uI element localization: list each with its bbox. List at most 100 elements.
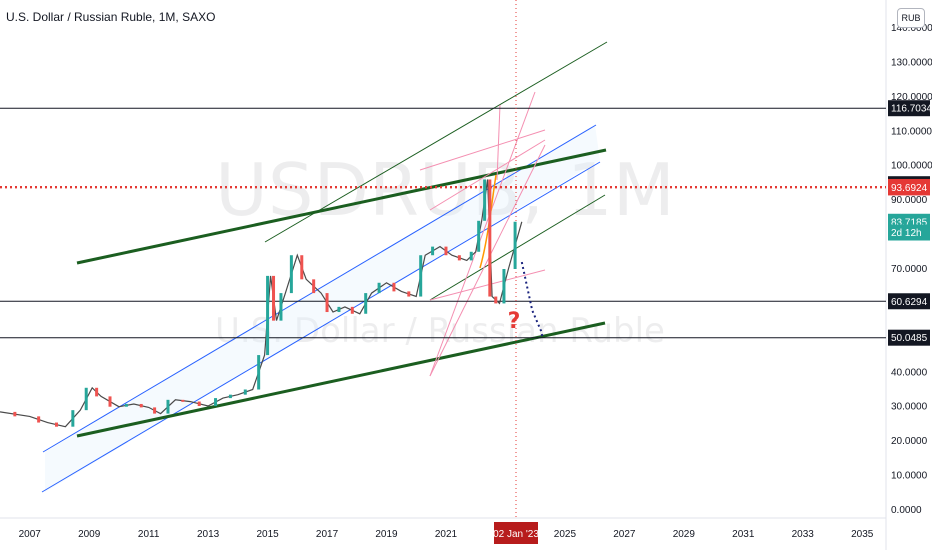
resistance-trendline (76, 148, 607, 265)
candle (325, 293, 329, 313)
candle (364, 293, 368, 314)
candle (289, 255, 293, 294)
candle (153, 407, 157, 414)
price-label-box (888, 224, 930, 241)
candle (71, 410, 75, 427)
candle (197, 401, 201, 407)
y-tick-label: 0.0000 (891, 505, 922, 516)
y-tick-label: 30.0000 (891, 402, 928, 413)
candle (457, 255, 461, 261)
support-trendline (76, 321, 606, 438)
channel-line-upper (42, 124, 597, 453)
candle (13, 411, 17, 417)
pink-fan-line (429, 269, 546, 301)
candle (214, 398, 218, 407)
x-tick-label: 2013 (197, 529, 220, 540)
price-label-text: 116.7034 (891, 104, 932, 115)
y-tick-label: 70.0000 (891, 264, 928, 275)
candle (513, 221, 517, 269)
y-tick-label: 100.0000 (891, 161, 932, 172)
candle (469, 251, 473, 261)
pink-arrow (496, 104, 501, 181)
y-tick-label: 10.0000 (891, 471, 928, 482)
candle (300, 255, 304, 280)
price-label-box (888, 179, 930, 196)
candle (95, 387, 99, 397)
candle (407, 291, 411, 297)
price-label-box (888, 329, 930, 346)
x-tick-label: 2009 (78, 529, 101, 540)
candle (54, 422, 58, 427)
x-tick-label: 2011 (138, 529, 160, 540)
candle (419, 255, 423, 297)
green-channel-upper (264, 41, 608, 243)
x-tick-label: 2019 (375, 529, 398, 540)
candle (392, 282, 396, 292)
projection-path (520, 261, 544, 338)
candle (483, 179, 487, 221)
price-label-text: 60.6294 (891, 297, 928, 308)
price-label-text: 93.6924 (891, 183, 928, 194)
candle (266, 275, 270, 356)
candle (243, 389, 247, 395)
price-label-box (888, 293, 930, 310)
candle (444, 246, 448, 256)
watermark-name: U.S. Dollar / Russian Ruble (215, 311, 665, 351)
chart-title: U.S. Dollar / Russian Ruble, 1M, SAXO (6, 10, 216, 24)
candle (312, 279, 316, 294)
candle (181, 399, 185, 402)
y-tick-label: 120.0000 (891, 92, 932, 103)
candle (337, 306, 341, 313)
price-label-box (888, 100, 930, 117)
x-tick-label: 2027 (613, 529, 636, 540)
y-tick-label: 140.0000 (891, 23, 932, 34)
candle (108, 396, 112, 407)
pink-fan-line (429, 139, 546, 211)
candle (494, 296, 498, 304)
candle (272, 275, 276, 321)
x-tick-label: 2031 (732, 529, 755, 540)
candle (502, 269, 506, 304)
candle (431, 246, 435, 256)
candle (279, 293, 283, 321)
y-tick-label: 40.0000 (891, 367, 928, 378)
x-tick-label: 2017 (316, 529, 339, 540)
x-tick-label: 2007 (19, 529, 42, 540)
x-tick-label: 2025 (554, 529, 577, 540)
plot-area (0, 0, 886, 518)
price-label-text: 2d 12h (891, 228, 922, 239)
x-tick-label: 2033 (792, 529, 815, 540)
x-tick-label: 2029 (673, 529, 696, 540)
candle (488, 179, 492, 297)
y-tick-label: 110.0000 (891, 126, 932, 137)
y-tick-label: 90.0000 (891, 195, 928, 206)
candle (350, 306, 354, 314)
y-tick-label: 20.0000 (891, 436, 928, 447)
green-channel-lower (429, 194, 606, 301)
candle (139, 403, 143, 408)
question-annotation: ? (508, 309, 521, 334)
cursor-date-label: 02 Jan '23 (493, 529, 539, 540)
candle (124, 403, 128, 407)
candle (377, 282, 381, 294)
cursor-date-box (494, 522, 538, 544)
x-tick-label: 2035 (851, 529, 874, 540)
x-tick-label: 2021 (435, 529, 458, 540)
currency-button[interactable]: RUB (897, 8, 925, 28)
candle (257, 355, 261, 390)
price-label-text: 83.7185 (891, 217, 928, 228)
x-tick-label: 2015 (256, 529, 279, 540)
candle (477, 220, 481, 252)
y-axis-ticks: 140.0000 130.0000 120.0000 110.0000 100.0000… (891, 23, 932, 516)
candle (37, 416, 41, 423)
channel-line-lower (41, 161, 601, 493)
candle (166, 399, 170, 414)
y-tick-label: 130.0000 (891, 57, 932, 68)
pink-fan-line (419, 129, 546, 171)
price-axis (886, 0, 932, 550)
price-label-text: 50.0485 (891, 333, 928, 344)
candle (84, 387, 88, 411)
candle (228, 394, 232, 399)
